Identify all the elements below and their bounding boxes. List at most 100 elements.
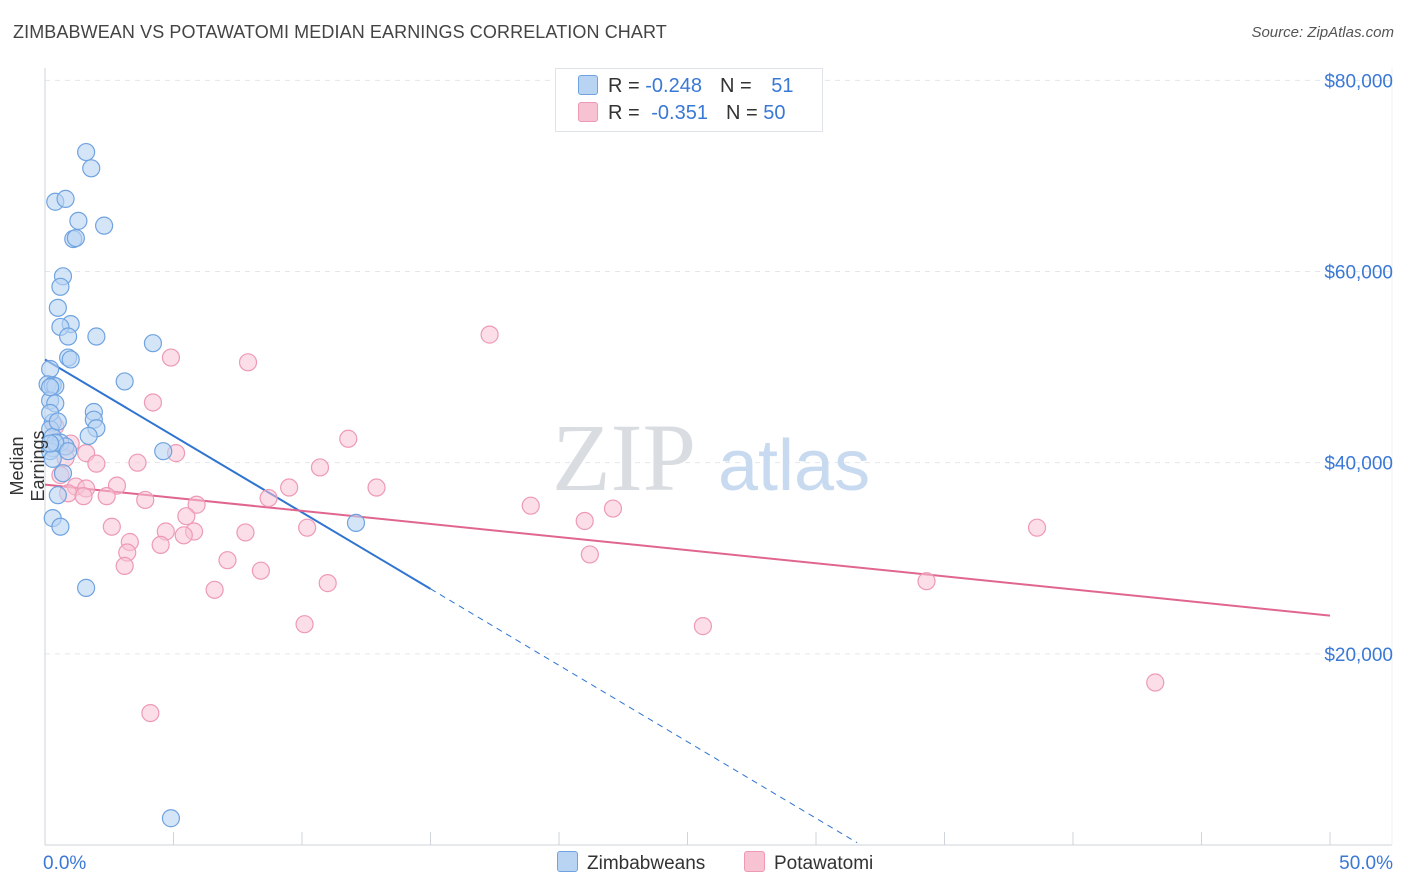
zimbabwean-point bbox=[48, 486, 67, 505]
potawatomi-point bbox=[521, 496, 540, 515]
potawatomi-point bbox=[74, 487, 93, 506]
zimbabwean-point bbox=[61, 350, 80, 369]
potawatomi-point bbox=[259, 488, 278, 508]
zimbabwean-point bbox=[66, 228, 85, 248]
zimbabwean-point bbox=[59, 442, 78, 461]
potawatomi-point bbox=[177, 507, 196, 526]
potawatomi-point bbox=[693, 617, 713, 636]
zimbabwean-point bbox=[77, 142, 96, 162]
potawatomi-point bbox=[295, 615, 314, 634]
zimbabwean-point bbox=[69, 211, 88, 230]
source-label: Source: ZipAtlas.com bbox=[1251, 24, 1394, 41]
legend-n-label: N = bbox=[725, 102, 764, 124]
potawatomi-point bbox=[238, 353, 258, 372]
zimbabwean-point bbox=[41, 378, 60, 397]
potawatomi-point bbox=[141, 703, 160, 723]
bottom-legend-label: Zimbabweans bbox=[587, 853, 706, 874]
potawatomi-point bbox=[339, 429, 358, 448]
potawatomi-point bbox=[218, 551, 237, 570]
zimbabwean-point bbox=[143, 334, 163, 353]
zimbabwean-point bbox=[48, 412, 67, 431]
zimbabwean-point bbox=[56, 189, 75, 208]
potawatomi-point bbox=[102, 517, 121, 536]
bottom-legend-zimbabweans: Zimbabweans bbox=[557, 851, 705, 875]
potawatomi-point bbox=[87, 454, 106, 473]
potawatomi-trend-line bbox=[44, 483, 1331, 617]
trend-lines bbox=[44, 358, 1331, 844]
potawatomi-point bbox=[128, 453, 147, 472]
potawatomi-point bbox=[143, 393, 163, 412]
bottom-legend-swatch-pink bbox=[744, 851, 765, 872]
potawatomi-point bbox=[187, 495, 206, 514]
potawatomi-point bbox=[310, 458, 330, 477]
legend-swatch-blue bbox=[578, 75, 598, 95]
zimbabwean-point bbox=[51, 517, 70, 536]
potawatomi-point bbox=[136, 490, 155, 510]
zimbabwean-point bbox=[53, 464, 73, 483]
bottom-legend-label: Potawatomi bbox=[774, 853, 874, 874]
zimbabwean-trend-extension bbox=[430, 588, 858, 844]
potawatomi-points bbox=[46, 325, 1165, 723]
potawatomi-point bbox=[205, 580, 224, 599]
bottom-legend-swatch-blue bbox=[557, 851, 578, 872]
legend-r-label: R = bbox=[608, 75, 646, 97]
zimbabwean-point bbox=[87, 327, 106, 346]
potawatomi-point bbox=[318, 574, 337, 593]
potawatomi-point bbox=[151, 535, 170, 554]
grid bbox=[45, 79, 1392, 655]
potawatomi-point bbox=[115, 556, 134, 576]
legend-n-value: 51 bbox=[771, 75, 794, 97]
zimbabwean-trend-line bbox=[44, 358, 432, 590]
zimbabwean-point bbox=[154, 442, 173, 461]
zimbabwean-point bbox=[41, 359, 60, 379]
zimbabwean-point bbox=[48, 298, 67, 317]
potawatomi-point bbox=[580, 545, 599, 564]
bottom-legend-potawatomi: Potawatomi bbox=[744, 851, 873, 875]
chart-title: ZIMBABWEAN VS POTAWATOMI MEDIAN EARNINGS… bbox=[13, 22, 667, 42]
legend-swatch-pink bbox=[578, 102, 598, 122]
y-tick-label: $40,000 bbox=[1324, 454, 1393, 475]
potawatomi-point bbox=[1146, 673, 1165, 692]
zimbabwean-point bbox=[59, 327, 78, 346]
legend-r-value: -0.248 bbox=[645, 75, 702, 97]
zimbabwean-point bbox=[79, 426, 98, 446]
y-tick-label: $60,000 bbox=[1324, 263, 1393, 284]
potawatomi-point bbox=[917, 572, 936, 591]
watermark-zip: ZIP bbox=[552, 404, 696, 511]
zimbabwean-point bbox=[82, 159, 101, 178]
potawatomi-point bbox=[161, 348, 181, 367]
zimbabwean-points bbox=[38, 142, 366, 828]
zimbabwean-point bbox=[41, 434, 60, 453]
y-tick-label: $80,000 bbox=[1324, 71, 1393, 92]
zimbabwean-point bbox=[346, 513, 366, 532]
legend-row-zimbabweans: R = -0.248 N = 51 bbox=[578, 75, 793, 101]
potawatomi-point bbox=[603, 499, 623, 518]
zimbabwean-point bbox=[115, 372, 134, 391]
watermark: ZIP atlas bbox=[552, 404, 870, 511]
stats-legend: R = -0.248 N = 51 R = -0.351 N = 50 bbox=[555, 68, 823, 132]
zimbabwean-point bbox=[77, 578, 96, 597]
y-tick-label: $20,000 bbox=[1324, 645, 1393, 666]
zimbabwean-point bbox=[51, 277, 70, 296]
potawatomi-point bbox=[174, 526, 193, 545]
watermark-atlas: atlas bbox=[718, 426, 870, 506]
zimbabwean-point bbox=[95, 216, 114, 235]
zimbabwean-point bbox=[161, 809, 181, 828]
legend-n-label: N = bbox=[719, 75, 758, 97]
potawatomi-point bbox=[480, 325, 499, 344]
legend-row-potawatomi: R = -0.351 N = 50 bbox=[578, 102, 785, 128]
tick-labels: $20,000 $40,000 $60,000 $80,000 0.0% 50.0% bbox=[43, 71, 1393, 874]
legend-n-value: 50 bbox=[763, 102, 786, 124]
legend-r-value: -0.351 bbox=[651, 102, 708, 124]
potawatomi-point bbox=[97, 487, 116, 506]
x-tick-label-max: 50.0% bbox=[1339, 853, 1393, 874]
potawatomi-point bbox=[236, 523, 255, 542]
y-axis-label: Median Earnings bbox=[7, 430, 48, 502]
potawatomi-point bbox=[1027, 518, 1047, 537]
potawatomi-point bbox=[298, 518, 317, 537]
potawatomi-point bbox=[575, 511, 594, 531]
potawatomi-point bbox=[280, 478, 299, 497]
legend-r-label: R = bbox=[608, 102, 646, 124]
potawatomi-point bbox=[367, 478, 386, 497]
